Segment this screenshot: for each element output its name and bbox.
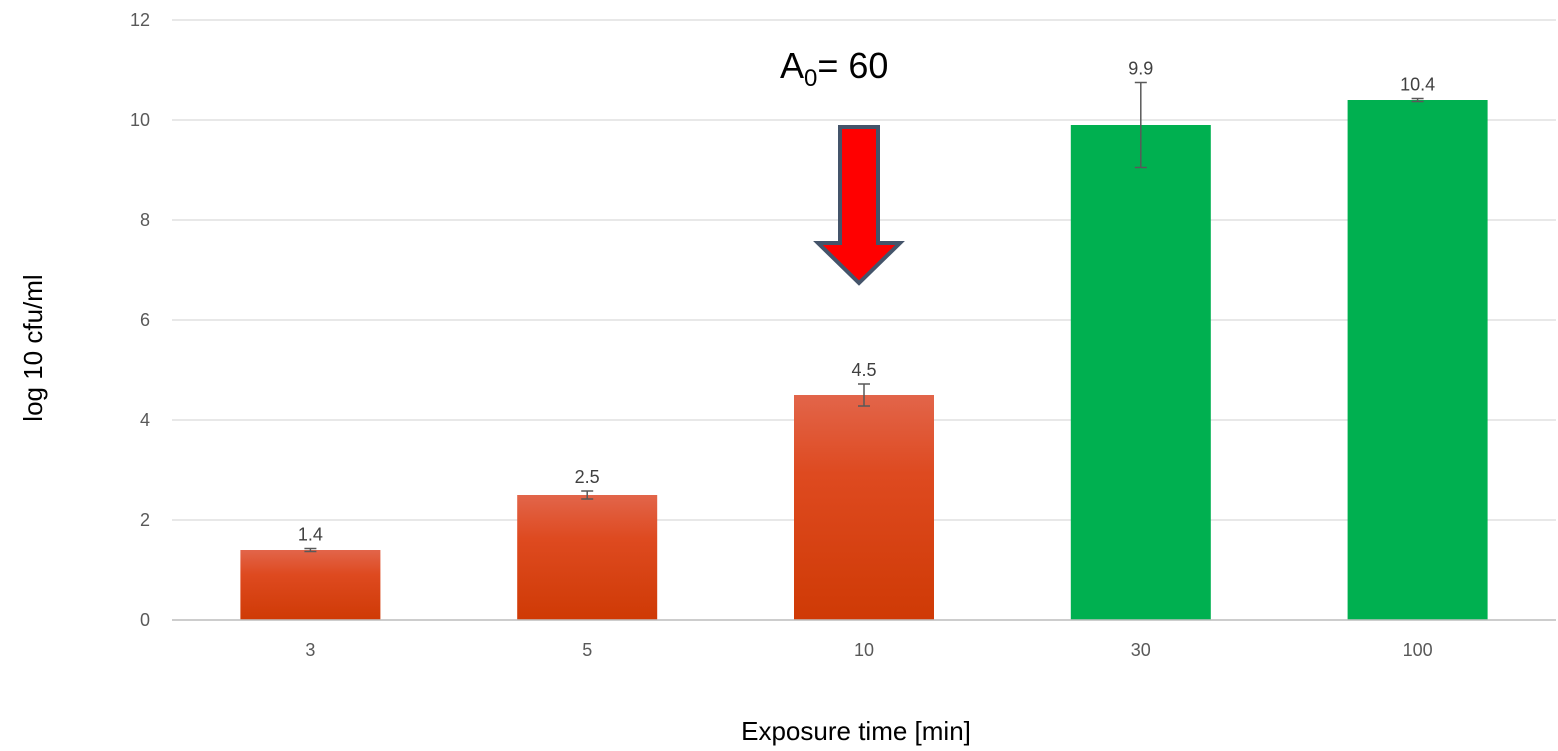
- bars: 1.4 2.5 4.5 9.9 10.4: [240, 59, 1488, 620]
- annotation-subscript: 0: [804, 65, 817, 92]
- x-tick-label: 100: [1403, 640, 1433, 660]
- y-tick-label: 2: [140, 510, 150, 530]
- annotation-label: A0= 60: [780, 45, 888, 92]
- annotation-rest: = 60: [817, 45, 888, 86]
- x-tick-label: 30: [1131, 640, 1151, 660]
- y-axis-title: log 10 cfu/ml: [18, 274, 48, 421]
- y-tick-label: 8: [140, 210, 150, 230]
- x-axis-title: Exposure time [min]: [741, 716, 971, 746]
- bar: [794, 395, 934, 620]
- x-tick-label: 3: [305, 640, 315, 660]
- x-tick-label: 5: [582, 640, 592, 660]
- y-tick-label: 6: [140, 310, 150, 330]
- y-tick-label: 0: [140, 610, 150, 630]
- bar: [240, 550, 381, 620]
- bar: [517, 495, 658, 620]
- data-label: 10.4: [1400, 75, 1435, 95]
- data-label: 1.4: [298, 525, 323, 545]
- x-tick-label: 10: [854, 640, 874, 660]
- bar: [1347, 100, 1488, 620]
- down-arrow-icon: [813, 125, 905, 286]
- y-tick-label: 12: [130, 10, 150, 30]
- y-axis-ticks: 0 2 4 6 8 10 12: [130, 10, 150, 630]
- y-tick-label: 4: [140, 410, 150, 430]
- data-label: 9.9: [1128, 59, 1153, 79]
- data-label: 4.5: [851, 360, 876, 380]
- bar: [1070, 125, 1211, 620]
- data-label: 2.5: [575, 467, 600, 487]
- annotation-main: A: [780, 45, 804, 86]
- y-tick-label: 10: [130, 110, 150, 130]
- x-axis-ticks: 3 5 10 30 100: [172, 619, 1556, 660]
